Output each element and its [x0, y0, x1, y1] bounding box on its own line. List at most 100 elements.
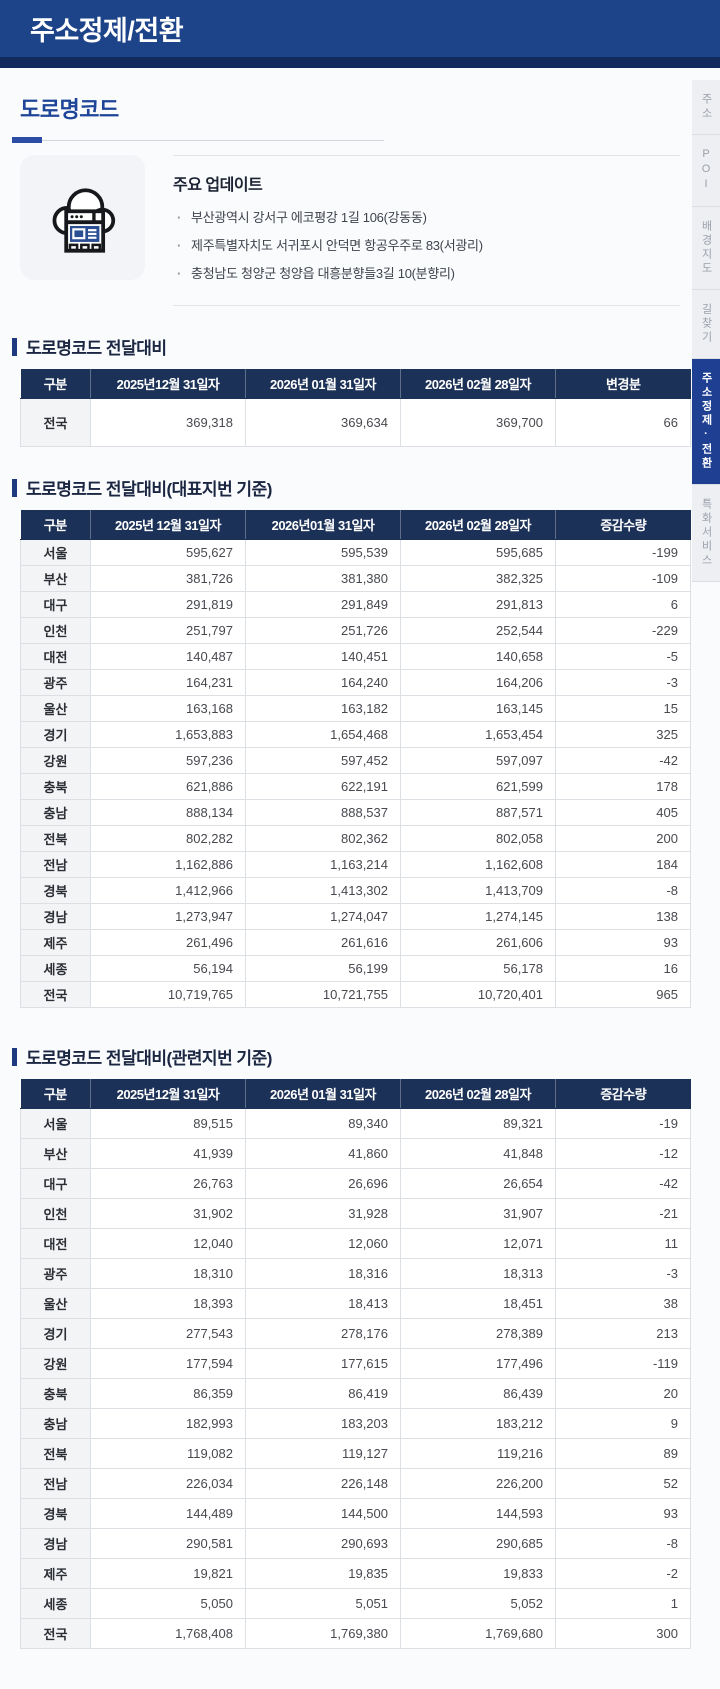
- cell-value: 252,544: [401, 618, 556, 644]
- cell-value: 86,359: [91, 1379, 246, 1409]
- cell-value: 144,489: [91, 1499, 246, 1529]
- section-title-related: 도로명코드 전달대비(관련지번 기준): [12, 1044, 680, 1069]
- table-row: 전남226,034226,148226,20052: [21, 1469, 691, 1499]
- cell-value: 16: [556, 956, 691, 982]
- table-row: 전국1,768,4081,769,3801,769,680300: [21, 1619, 691, 1649]
- cell-value: 89,515: [91, 1109, 246, 1139]
- table-row: 충북86,35986,41986,43920: [21, 1379, 691, 1409]
- cell-value: 597,236: [91, 748, 246, 774]
- row-label: 세종: [21, 1589, 91, 1619]
- section-title-representative: 도로명코드 전달대비(대표지번 기준): [12, 475, 680, 500]
- row-label: 제주: [21, 1559, 91, 1589]
- cell-value: 18,316: [246, 1259, 401, 1289]
- cell-value: 887,571: [401, 800, 556, 826]
- section-title-bar: [12, 479, 17, 497]
- row-label: 전국: [21, 982, 91, 1008]
- tab-address-refine-convert[interactable]: 주소정제·전환: [692, 359, 720, 485]
- cell-value: 1,163,214: [246, 852, 401, 878]
- cell-value: 144,500: [246, 1499, 401, 1529]
- cell-value: 226,200: [401, 1469, 556, 1499]
- cell-value: 41,860: [246, 1139, 401, 1169]
- cell-value: 621,599: [401, 774, 556, 800]
- cell-value: 182,993: [91, 1409, 246, 1439]
- cell-value: 89: [556, 1439, 691, 1469]
- cell-value: 163,145: [401, 696, 556, 722]
- cell-value: 164,206: [401, 670, 556, 696]
- cell-value: 26,654: [401, 1169, 556, 1199]
- cell-value: 1,162,608: [401, 852, 556, 878]
- cell-value: 369,318: [91, 399, 246, 447]
- cell-value: 1,412,966: [91, 878, 246, 904]
- cell-value: 52: [556, 1469, 691, 1499]
- cell-value: 381,380: [246, 566, 401, 592]
- row-label: 대구: [21, 592, 91, 618]
- row-label: 인천: [21, 1199, 91, 1229]
- cell-value: 278,176: [246, 1319, 401, 1349]
- cell-value: 290,693: [246, 1529, 401, 1559]
- cell-value: -229: [556, 618, 691, 644]
- right-tab-strip: 주소POI배경지도길찾기주소정제·전환특화서비스: [692, 68, 720, 1689]
- cell-value: 38: [556, 1289, 691, 1319]
- cell-value: 86,439: [401, 1379, 556, 1409]
- cell-value: 597,097: [401, 748, 556, 774]
- table-row: 충남182,993183,203183,2129: [21, 1409, 691, 1439]
- row-label: 대전: [21, 1229, 91, 1259]
- tab-address[interactable]: 주소: [692, 80, 720, 135]
- column-header: 2026년01월 31일자: [246, 510, 401, 540]
- table-row: 서울595,627595,539595,685-199: [21, 540, 691, 566]
- row-label: 충남: [21, 800, 91, 826]
- table-row: 충북621,886622,191621,599178: [21, 774, 691, 800]
- tab-routing[interactable]: 길찾기: [692, 290, 720, 359]
- cell-value: -8: [556, 878, 691, 904]
- tab-special-services[interactable]: 특화서비스: [692, 485, 720, 582]
- cell-value: 595,685: [401, 540, 556, 566]
- cell-value: 18,313: [401, 1259, 556, 1289]
- row-label: 인천: [21, 618, 91, 644]
- column-header: 구분: [21, 510, 91, 540]
- column-header: 2026년 02월 28일자: [401, 369, 556, 399]
- tab-poi[interactable]: POI: [692, 135, 720, 207]
- cell-value: 41,939: [91, 1139, 246, 1169]
- cell-value: -2: [556, 1559, 691, 1589]
- row-label: 충북: [21, 774, 91, 800]
- cell-value: 31,928: [246, 1199, 401, 1229]
- cell-value: 183,203: [246, 1409, 401, 1439]
- cell-value: -8: [556, 1529, 691, 1559]
- cell-value: 18,451: [401, 1289, 556, 1319]
- cell-value: 226,148: [246, 1469, 401, 1499]
- cell-value: 56,199: [246, 956, 401, 982]
- cell-value: 15: [556, 696, 691, 722]
- row-label: 부산: [21, 566, 91, 592]
- row-label: 전국: [21, 399, 91, 447]
- cell-value: 1,162,886: [91, 852, 246, 878]
- cell-value: 290,685: [401, 1529, 556, 1559]
- cell-value: 291,813: [401, 592, 556, 618]
- header-accent-strip: [0, 57, 720, 68]
- cell-value: 1: [556, 1589, 691, 1619]
- cell-value: 290,581: [91, 1529, 246, 1559]
- column-header: 2026년 02월 28일자: [401, 1079, 556, 1109]
- table-row: 대구291,819291,849291,8136: [21, 592, 691, 618]
- cell-value: 6: [556, 592, 691, 618]
- row-label: 부산: [21, 1139, 91, 1169]
- table-header-row: 구분2025년12월 31일자2026년 01월 31일자2026년 02월 2…: [21, 1079, 691, 1109]
- cell-value: 138: [556, 904, 691, 930]
- table-row: 울산163,168163,182163,14515: [21, 696, 691, 722]
- tab-basemap[interactable]: 배경지도: [692, 207, 720, 290]
- cell-value: 164,231: [91, 670, 246, 696]
- cell-value: 261,616: [246, 930, 401, 956]
- table-row: 세종5,0505,0515,0521: [21, 1589, 691, 1619]
- cell-value: 369,634: [246, 399, 401, 447]
- cell-value: 226,034: [91, 1469, 246, 1499]
- cell-value: 405: [556, 800, 691, 826]
- row-label: 대전: [21, 644, 91, 670]
- update-body: 주요 업데이트 부산광역시 강서구 에코평강 1길 106(강동동)제주특별자치…: [173, 155, 680, 306]
- cell-value: 595,627: [91, 540, 246, 566]
- cell-value: 119,216: [401, 1439, 556, 1469]
- cell-value: 19,821: [91, 1559, 246, 1589]
- row-label: 제주: [21, 930, 91, 956]
- cell-value: 595,539: [246, 540, 401, 566]
- cell-value: 18,310: [91, 1259, 246, 1289]
- cell-value: 144,593: [401, 1499, 556, 1529]
- row-label: 강원: [21, 748, 91, 774]
